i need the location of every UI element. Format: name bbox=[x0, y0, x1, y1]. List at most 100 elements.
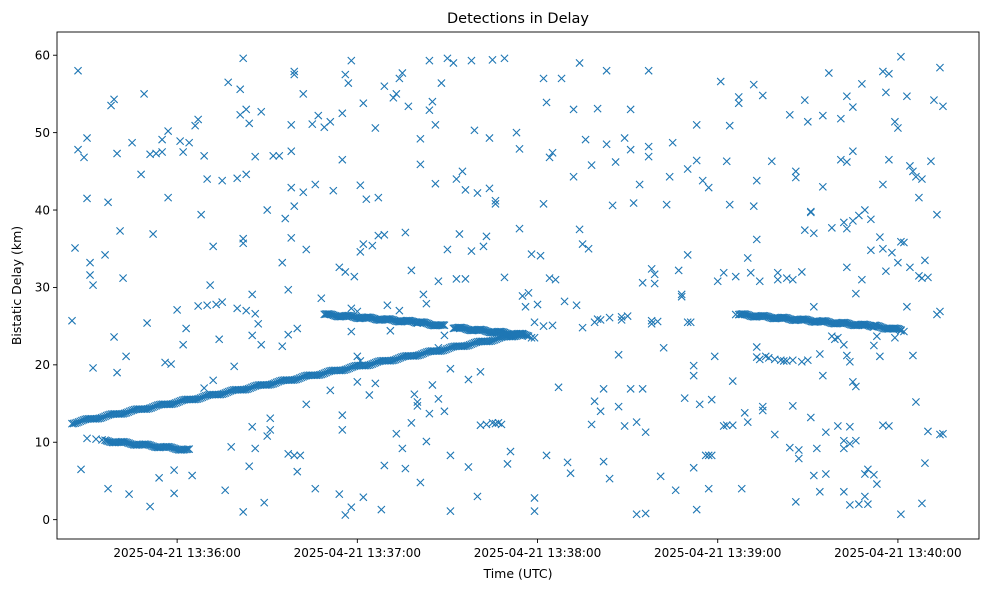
data-point bbox=[896, 326, 905, 335]
data-point bbox=[401, 228, 410, 237]
data-point bbox=[749, 80, 758, 89]
data-point bbox=[737, 484, 746, 493]
data-point bbox=[605, 313, 614, 322]
data-point bbox=[126, 439, 135, 448]
data-point bbox=[299, 188, 308, 197]
data-point bbox=[899, 238, 908, 247]
data-point bbox=[602, 66, 611, 75]
data-point bbox=[794, 454, 803, 463]
data-point bbox=[848, 147, 857, 156]
data-point bbox=[362, 195, 371, 204]
data-point bbox=[110, 332, 119, 341]
data-point bbox=[365, 391, 374, 400]
data-point bbox=[881, 88, 890, 97]
data-point bbox=[554, 383, 563, 392]
data-point bbox=[752, 235, 761, 244]
data-point bbox=[488, 55, 497, 64]
data-point bbox=[416, 478, 425, 487]
data-point bbox=[473, 492, 482, 501]
data-point bbox=[290, 67, 299, 76]
data-point bbox=[866, 215, 875, 224]
data-point bbox=[101, 250, 110, 259]
data-point bbox=[128, 138, 137, 147]
data-point bbox=[608, 201, 617, 210]
data-point bbox=[545, 153, 554, 162]
data-point bbox=[377, 505, 386, 514]
data-point bbox=[902, 92, 911, 101]
data-point bbox=[401, 464, 410, 473]
data-point bbox=[122, 352, 131, 361]
data-point bbox=[563, 458, 572, 467]
data-point bbox=[878, 180, 887, 189]
data-point bbox=[677, 290, 686, 299]
data-point bbox=[860, 492, 869, 501]
data-point bbox=[530, 493, 539, 502]
data-point bbox=[104, 198, 113, 207]
data-point bbox=[731, 272, 740, 281]
data-point bbox=[620, 422, 629, 430]
data-point bbox=[839, 487, 848, 496]
data-point bbox=[902, 302, 911, 311]
data-point bbox=[104, 437, 113, 446]
data-point bbox=[185, 138, 194, 147]
y-tick-label: 0 bbox=[42, 513, 50, 527]
data-point bbox=[800, 226, 809, 235]
data-point bbox=[122, 438, 131, 447]
data-point bbox=[899, 327, 908, 336]
data-point bbox=[839, 444, 848, 453]
data-point bbox=[158, 135, 167, 144]
data-point bbox=[347, 56, 356, 65]
data-point bbox=[533, 300, 542, 309]
x-tick-label: 2025-04-21 13:37:00 bbox=[294, 546, 421, 560]
data-point bbox=[809, 471, 818, 480]
data-point bbox=[662, 200, 671, 209]
data-point bbox=[353, 377, 362, 386]
data-point bbox=[203, 301, 212, 310]
data-point bbox=[785, 443, 794, 452]
data-point bbox=[524, 288, 533, 297]
data-point bbox=[875, 322, 884, 331]
data-point bbox=[710, 352, 719, 361]
data-point bbox=[146, 502, 155, 511]
data-point bbox=[752, 343, 761, 352]
data-point bbox=[260, 498, 269, 507]
data-point bbox=[788, 356, 797, 365]
data-point bbox=[896, 510, 905, 519]
data-point bbox=[140, 89, 149, 98]
data-point bbox=[386, 326, 395, 335]
data-point bbox=[581, 135, 590, 144]
data-point bbox=[398, 69, 407, 78]
data-point bbox=[854, 500, 863, 509]
y-tick-label: 40 bbox=[35, 203, 50, 217]
data-point bbox=[827, 223, 836, 232]
data-point bbox=[647, 264, 656, 273]
data-point bbox=[842, 224, 851, 233]
data-point bbox=[170, 444, 179, 453]
data-point bbox=[665, 172, 674, 181]
data-point bbox=[839, 218, 848, 227]
data-point bbox=[311, 180, 320, 189]
data-point bbox=[539, 74, 548, 83]
data-point bbox=[689, 361, 698, 370]
data-point bbox=[407, 266, 416, 275]
data-point bbox=[191, 121, 200, 130]
data-point bbox=[860, 469, 869, 478]
data-point bbox=[446, 507, 455, 516]
data-point bbox=[905, 263, 914, 272]
data-point bbox=[860, 206, 869, 215]
data-point bbox=[599, 384, 608, 393]
data-point bbox=[242, 105, 251, 114]
data-point bbox=[935, 63, 944, 72]
data-point bbox=[74, 66, 83, 75]
data-point bbox=[569, 172, 578, 181]
data-point bbox=[89, 281, 98, 290]
data-point bbox=[338, 155, 347, 164]
data-point bbox=[179, 340, 188, 349]
data-point bbox=[884, 422, 893, 430]
data-point bbox=[289, 376, 298, 385]
data-point bbox=[548, 321, 557, 330]
data-point bbox=[338, 425, 347, 434]
data-point bbox=[227, 442, 236, 451]
data-point bbox=[284, 449, 293, 458]
data-point bbox=[439, 321, 448, 330]
